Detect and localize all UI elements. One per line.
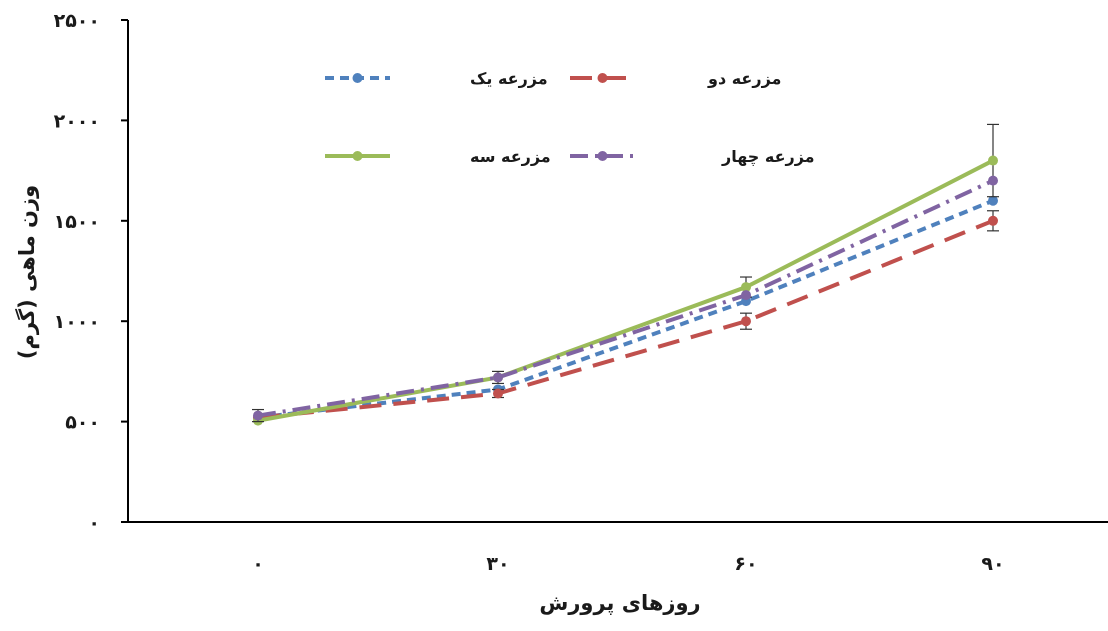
- x-tick-label: ۶۰: [734, 553, 757, 575]
- x-tick-label: ۹۰: [981, 553, 1004, 575]
- data-point: [493, 388, 503, 399]
- legend: مزرعه یک مزرعه دو مزرعه سه مزرعه چهار: [325, 69, 815, 167]
- series-3: [253, 123, 999, 426]
- legend-item-3: مزرعه سه: [325, 147, 551, 166]
- legend-label: مزرعه چهار: [721, 147, 815, 167]
- data-point: [741, 290, 751, 301]
- series-line: [257, 178, 994, 418]
- x-tick-label: ۰: [252, 553, 264, 575]
- series-line: [257, 198, 994, 420]
- x-tick-label: ۳۰: [486, 553, 509, 575]
- legend-swatch-marker: [352, 73, 363, 83]
- data-point: [988, 155, 998, 166]
- y-tick-label: ۰: [88, 512, 100, 534]
- y-tick-label: ۲۰۰۰: [54, 110, 100, 132]
- data-point: [988, 195, 998, 206]
- legend-label: مزرعه سه: [470, 147, 551, 166]
- series-layer: [252, 123, 999, 426]
- y-tick-label: ۱۰۰۰: [54, 311, 100, 333]
- data-point: [493, 372, 503, 383]
- y-tick-label: ۲۵۰۰: [54, 10, 100, 32]
- data-point: [253, 410, 263, 421]
- series-1: [253, 195, 998, 423]
- x-axis-title: روزهای پرورش: [539, 591, 700, 615]
- series-4: [252, 175, 998, 423]
- legend-item-1: مزرعه یک: [325, 69, 548, 88]
- series-line: [257, 158, 994, 423]
- legend-swatch-marker: [352, 151, 363, 161]
- y-axis-title: وزن ماهی (گرم): [14, 185, 39, 359]
- data-point: [741, 282, 751, 293]
- legend-label: مزرعه یک: [470, 69, 548, 88]
- legend-label: مزرعه دو: [707, 69, 781, 88]
- legend-item-4: مزرعه چهار: [570, 147, 815, 167]
- data-point: [988, 215, 998, 226]
- axes: ۰ ۵۰۰ ۱۰۰۰ ۱۵۰۰ ۲۰۰۰ ۲۵۰۰ ۰ ۳۰ ۶۰ ۹۰: [54, 10, 1108, 575]
- legend-item-2: مزرعه دو: [570, 69, 781, 88]
- y-tick-label: ۱۵۰۰: [54, 211, 100, 233]
- legend-swatch-marker: [597, 151, 608, 161]
- series-2: [253, 210, 999, 423]
- y-tick-label: ۵۰۰: [65, 412, 100, 434]
- data-point: [741, 316, 751, 327]
- series-line: [257, 218, 994, 420]
- legend-swatch-marker: [597, 73, 608, 83]
- data-point: [988, 175, 998, 186]
